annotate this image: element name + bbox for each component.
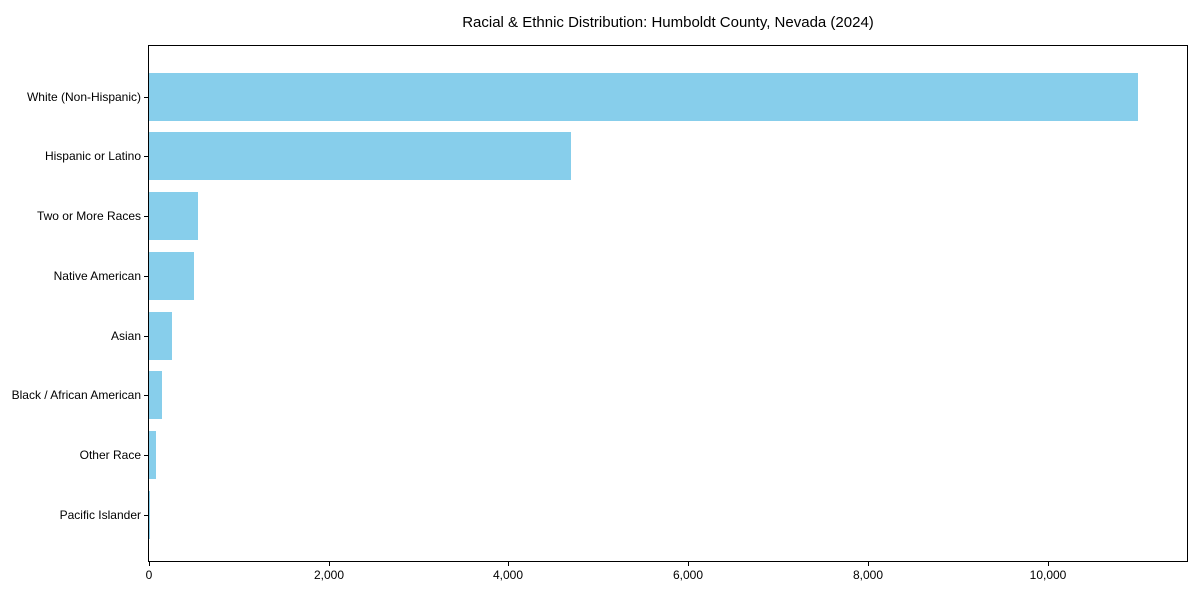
y-axis-label: Native American — [53, 268, 141, 283]
bar — [149, 311, 173, 360]
bar — [149, 132, 572, 181]
y-axis-label: Hispanic or Latino — [44, 149, 141, 164]
x-tick-mark — [688, 562, 689, 566]
y-tick-mark — [144, 276, 148, 277]
y-axis-label: Asian — [110, 328, 141, 343]
y-axis-label: Two or More Races — [36, 209, 141, 223]
x-tick-label: 10,000 — [1029, 568, 1067, 582]
x-tick-mark — [868, 562, 869, 566]
bar — [149, 490, 151, 539]
bar — [149, 251, 194, 300]
y-axis-label: Black / African American — [11, 388, 141, 403]
bar — [149, 371, 162, 420]
bar — [149, 431, 157, 479]
y-tick-mark — [144, 515, 148, 516]
plot-area — [148, 45, 1188, 562]
x-tick-label: 2,000 — [313, 568, 345, 582]
y-axis-label: White (Non-Hispanic) — [26, 89, 141, 104]
chart-title: Racial & Ethnic Distribution: Humboldt C… — [462, 14, 874, 31]
x-tick-mark — [508, 562, 509, 566]
x-tick-label: 4,000 — [492, 568, 524, 582]
y-tick-mark — [144, 156, 148, 157]
x-tick-mark — [1048, 562, 1049, 566]
bar — [149, 192, 199, 240]
y-tick-mark — [144, 455, 148, 456]
y-tick-mark — [144, 395, 148, 396]
x-tick-label: 8,000 — [852, 568, 884, 582]
y-axis-label: Other Race — [79, 448, 141, 462]
x-tick-mark — [149, 562, 150, 566]
x-tick-mark — [329, 562, 330, 566]
x-tick-label: 0 — [145, 568, 153, 582]
bar — [149, 72, 1138, 121]
x-tick-label: 6,000 — [672, 568, 704, 582]
y-tick-mark — [144, 97, 148, 98]
y-axis-label: Pacific Islander — [59, 507, 141, 522]
y-tick-mark — [144, 336, 148, 337]
y-tick-mark — [144, 216, 148, 217]
